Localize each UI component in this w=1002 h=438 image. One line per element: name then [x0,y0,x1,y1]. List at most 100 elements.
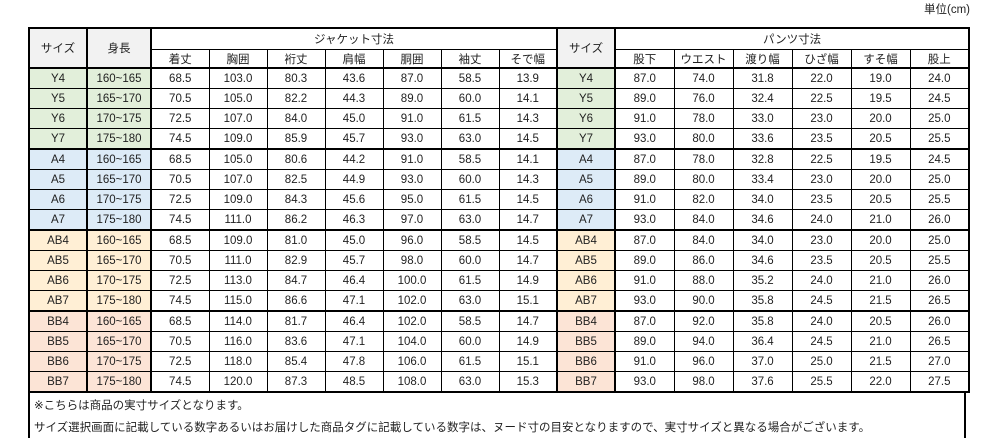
pants-value-cell: 20.5 [850,310,911,332]
pants-value-cell: 31.8 [732,67,793,89]
height-cell: 160~165 [86,148,152,170]
jacket-value-cell: 93.0 [382,128,442,150]
pants-value-cell: 78.0 [673,148,734,170]
size-cell: AB5 [28,250,88,271]
jacket-value-cell: 13.9 [498,67,558,89]
pants-value-cell: 25.5 [909,128,970,150]
size-cell: BB6 [28,351,88,372]
column-header: 股下 [614,49,675,69]
pants-value-cell: 25.0 [909,169,970,190]
size-cell: BB4 [556,310,616,332]
jacket-value-cell: 105.0 [208,88,268,109]
pants-value-cell: 32.4 [732,88,793,109]
column-header: 胴囲 [382,49,442,69]
note-line: ※こちらは商品の実寸サイズとなります。 [34,400,249,412]
jacket-value-cell: 111.0 [208,250,268,271]
table-row: AB6 170~175 72.5 113.0 84.7 46.4 100.0 61.5 14.9… [28,270,970,291]
jacket-value-cell: 15.3 [498,371,558,393]
jacket-value-cell: 114.0 [208,310,268,332]
pants-value-cell: 90.0 [673,290,734,312]
pants-value-cell: 24.5 [791,331,852,352]
pants-value-cell: 23.5 [791,250,852,271]
pants-value-cell: 91.0 [614,189,675,210]
pants-value-cell: 27.0 [909,351,970,372]
jacket-value-cell: 15.1 [498,351,558,372]
jacket-value-cell: 118.0 [208,351,268,372]
table-row: A7 175~180 74.5 111.0 86.2 46.3 97.0 63.0 14.7 A7… [28,209,970,231]
size-cell: Y4 [556,67,616,89]
pants-value-cell: 25.0 [791,351,852,372]
size-cell: Y5 [28,88,88,109]
height-cell: 160~165 [86,310,152,332]
size-cell: AB7 [28,290,88,312]
pants-value-cell: 76.0 [673,88,734,109]
pants-value-cell: 87.0 [614,310,675,332]
pants-value-cell: 35.8 [732,290,793,312]
jacket-value-cell: 109.0 [208,128,268,150]
jacket-value-cell: 60.0 [440,88,500,109]
pants-value-cell: 24.0 [791,310,852,332]
pants-value-cell: 98.0 [673,371,734,393]
jacket-value-cell: 89.0 [382,88,442,109]
jacket-value-cell: 14.7 [498,250,558,271]
pants-value-cell: 26.0 [909,310,970,332]
size-cell: BB5 [28,331,88,352]
jacket-value-cell: 100.0 [382,270,442,291]
table-row: AB4 160~165 68.5 109.0 81.0 45.0 96.0 58.5 14.5 A… [28,229,970,251]
pants-value-cell: 26.5 [909,331,970,352]
pants-value-cell: 33.4 [732,169,793,190]
pants-value-cell: 25.0 [909,108,970,129]
jacket-value-cell: 84.0 [266,108,326,129]
pants-value-cell: 80.0 [673,128,734,150]
pants-value-cell: 89.0 [614,169,675,190]
column-header: 股上 [909,49,970,69]
size-cell: BB4 [28,310,88,332]
pants-value-cell: 19.5 [850,148,911,170]
column-header: 裄丈 [266,49,326,69]
size-cell: A5 [28,169,88,190]
pants-value-cell: 21.0 [850,331,911,352]
table-row: Y4 160~165 68.5 103.0 80.3 43.6 87.0 58.5 13.9 Y4… [28,67,970,89]
jacket-value-cell: 120.0 [208,371,268,393]
pants-value-cell: 21.5 [850,290,911,312]
pants-value-cell: 89.0 [614,88,675,109]
jacket-value-cell: 109.0 [208,189,268,210]
jacket-value-cell: 61.5 [440,108,500,129]
jacket-value-cell: 44.3 [324,88,384,109]
jacket-value-cell: 14.3 [498,108,558,129]
height-cell: 165~170 [86,169,152,190]
pants-value-cell: 96.0 [673,351,734,372]
jacket-value-cell: 14.9 [498,270,558,291]
pants-value-cell: 84.0 [673,229,734,251]
pants-value-cell: 19.0 [850,67,911,89]
jacket-value-cell: 61.5 [440,270,500,291]
jacket-value-cell: 58.5 [440,148,500,170]
pants-value-cell: 35.8 [732,310,793,332]
size-cell: A7 [28,209,88,231]
height-cell: 160~165 [86,67,152,89]
jacket-value-cell: 48.5 [324,371,384,393]
pants-value-cell: 88.0 [673,270,734,291]
size-cell: A5 [556,169,616,190]
pants-value-cell: 23.5 [791,128,852,150]
pants-value-cell: 93.0 [614,209,675,231]
pants-value-cell: 24.0 [909,67,970,89]
height-cell: 165~170 [86,250,152,271]
note-line: サイズ選択画面に記載している数字あるいはお届けした商品タグに記載している数字は、… [34,422,871,434]
size-cell: AB6 [556,270,616,291]
jacket-value-cell: 107.0 [208,108,268,129]
table-row: A5 165~170 70.5 107.0 82.5 44.9 93.0 60.0 14.3 A5… [28,169,970,190]
jacket-value-cell: 103.0 [208,67,268,89]
size-cell: AB7 [556,290,616,312]
jacket-value-cell: 60.0 [440,169,500,190]
height-column-header: 身長 [86,27,152,69]
size-chart-table: サイズ 身長 ジャケット寸法 サイズ パンツ寸法 着丈 胸囲 裄丈 肩幅 胴囲 袖丈 そで幅… [28,27,971,393]
height-cell: 160~165 [86,229,152,251]
pants-value-cell: 24.0 [791,209,852,231]
size-cell: BB7 [28,371,88,393]
jacket-value-cell: 14.9 [498,331,558,352]
jacket-value-cell: 44.9 [324,169,384,190]
jacket-value-cell: 87.3 [266,371,326,393]
height-cell: 175~180 [86,290,152,312]
jacket-value-cell: 60.0 [440,250,500,271]
